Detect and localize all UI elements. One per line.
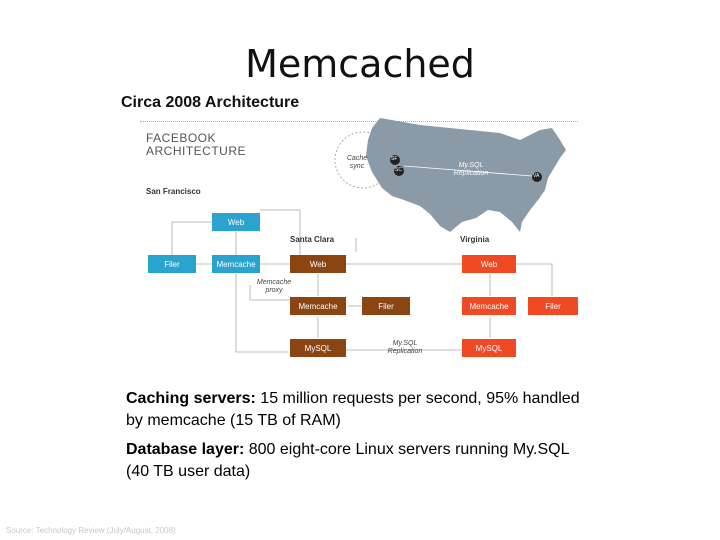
site-label-va: Virginia [460,235,490,244]
sc-filer-box: Filer [362,297,410,315]
us-map [366,118,566,232]
sf-web-box: Web [212,213,260,231]
sc-mysql-box: MySQL [290,339,346,357]
diagram-logo: FACEBOOK ARCHITECTURE [146,132,246,158]
mysql-replication-label: My.SQL Replication [380,340,430,356]
logo-line-1: FACEBOOK [146,131,217,145]
source-citation: Source: Technology Review (July/August, … [6,526,176,535]
slide-subtitle: Circa 2008 Architecture [121,94,300,111]
connectors [171,209,553,353]
badge-sc-label: SC [395,167,402,173]
badge-va-dot [532,172,542,182]
bullet-caching: Caching servers: 15 million requests per… [126,388,596,432]
cache-sync-label: Cache sync [340,155,374,171]
badge-sf-dot [390,155,400,165]
sc-web-box: Web [290,255,346,273]
va-mysql-box: MySQL [462,339,516,357]
va-filer-box: Filer [528,297,578,315]
cache-sync-text: Cache sync [346,155,368,170]
site-label-sf: San Francisco [146,187,201,196]
site-label-sc: Santa Clara [290,235,335,244]
badge-sf-label: SF [391,156,398,162]
bullet-caching-label: Caching servers: [126,390,256,407]
badge-sc-dot [394,166,404,176]
va-memcache-box: Memcache [462,297,516,315]
divider [140,121,578,122]
map-replication-line [403,165,533,177]
bullet-database-label: Database layer: [126,441,245,458]
map-replication-label: My.SQL Replication [446,162,496,178]
bullet-caching-text: 15 million requests per second, 95% hand… [126,390,580,429]
sf-filer-box: Filer [148,255,196,273]
map-replication-text: My.SQL Replication [453,162,489,177]
slide-title: Memcached [245,42,475,86]
memcache-proxy-label: Memcache proxy [254,279,294,295]
logo-line-2: ARCHITECTURE [146,144,247,158]
bullet-database: Database layer: 800 eight-core Linux ser… [126,439,596,483]
va-web-box: Web [462,255,516,273]
badge-va-label: VA [533,173,540,179]
bullet-database-text: 800 eight-core Linux servers running My.… [126,441,569,480]
memcache-proxy-text: Memcache proxy [256,279,292,294]
sc-memcache-box: Memcache [290,297,346,315]
sf-memcache-box: Memcache [212,255,260,273]
mysql-replication-text: My.SQL Replication [387,340,423,355]
